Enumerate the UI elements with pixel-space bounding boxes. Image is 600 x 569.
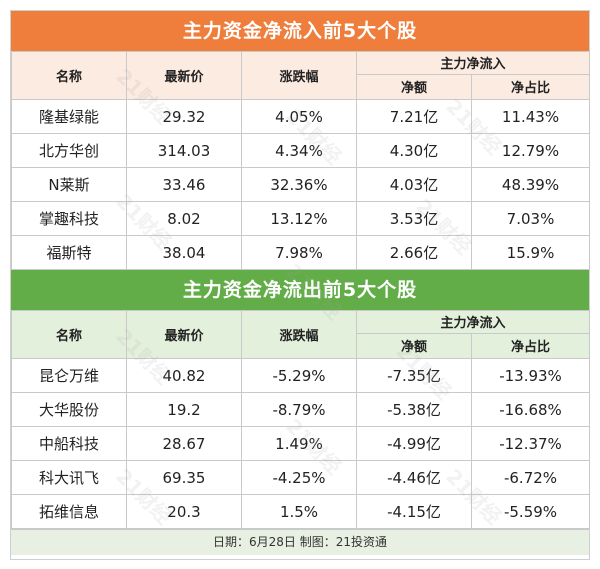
- cell-name: N莱斯: [11, 167, 127, 202]
- table-row: 昆仑万维 40.82 -5.29% -7.35亿 -13.93%: [11, 358, 591, 393]
- cell-name: 拓维信息: [11, 494, 127, 529]
- cell-name: 福斯特: [11, 235, 127, 270]
- cell-price: 28.67: [126, 426, 242, 461]
- cell-change: 1.5%: [241, 494, 357, 529]
- cell-name: 掌趣科技: [11, 201, 127, 236]
- cell-amount: 2.66亿: [356, 235, 472, 270]
- cell-ratio: -16.68%: [470, 392, 591, 427]
- cell-amount: -4.15亿: [356, 494, 472, 529]
- inflow-title: 主力资金净流入前5大个股: [11, 11, 589, 51]
- outflow-title: 主力资金净流出前5大个股: [11, 270, 589, 310]
- cell-amount: 3.53亿: [356, 201, 472, 236]
- cell-price: 69.35: [126, 460, 242, 495]
- cell-name: 隆基绿能: [11, 99, 127, 134]
- header-group: 主力净流入: [355, 310, 591, 334]
- cell-change: 4.34%: [241, 133, 357, 168]
- cell-ratio: -12.37%: [470, 426, 591, 461]
- cell-name: 大华股份: [11, 392, 127, 427]
- cell-amount: -5.38亿: [356, 392, 472, 427]
- cell-change: -4.25%: [241, 460, 357, 495]
- stock-flow-card: 主力资金净流入前5大个股 名称 最新价 涨跌幅 主力净流入 净额 净占比 隆基绿…: [10, 10, 591, 560]
- cell-ratio: 11.43%: [470, 99, 591, 134]
- outflow-table: 名称 最新价 涨跌幅 主力净流入 净额 净占比 昆仑万维 40.82 -5.29…: [11, 310, 591, 529]
- header-amount: 净额: [356, 73, 472, 101]
- cell-price: 19.2: [126, 392, 242, 427]
- inflow-table: 名称 最新价 涨跌幅 主力净流入 净额 净占比 隆基绿能 29.32 4.05%…: [11, 51, 591, 270]
- cell-change: -5.29%: [241, 358, 357, 393]
- cell-price: 20.3: [126, 494, 242, 529]
- cell-amount: -4.46亿: [356, 460, 472, 495]
- cell-name: 中船科技: [11, 426, 127, 461]
- cell-ratio: 12.79%: [470, 133, 591, 168]
- cell-price: 38.04: [126, 235, 242, 270]
- cell-price: 29.32: [126, 99, 242, 134]
- cell-ratio: -6.72%: [470, 460, 591, 495]
- cell-name: 北方华创: [11, 133, 127, 168]
- table-row: 隆基绿能 29.32 4.05% 7.21亿 11.43%: [11, 99, 591, 134]
- cell-name: 科大讯飞: [11, 460, 127, 495]
- table-row: 大华股份 19.2 -8.79% -5.38亿 -16.68%: [11, 392, 591, 427]
- cell-amount: 4.03亿: [356, 167, 472, 202]
- header-group: 主力净流入: [355, 51, 591, 75]
- header-price: 最新价: [126, 51, 242, 100]
- cell-ratio: -13.93%: [470, 358, 591, 393]
- cell-change: 7.98%: [241, 235, 357, 270]
- cell-amount: 4.30亿: [356, 133, 472, 168]
- cell-ratio: -5.59%: [470, 494, 591, 529]
- cell-ratio: 48.39%: [470, 167, 591, 202]
- table-row: 拓维信息 20.3 1.5% -4.15亿 -5.59%: [11, 494, 591, 529]
- cell-change: 4.05%: [241, 99, 357, 134]
- table-row: 北方华创 314.03 4.34% 4.30亿 12.79%: [11, 133, 591, 168]
- table-row: 掌趣科技 8.02 13.12% 3.53亿 7.03%: [11, 201, 591, 236]
- header-change: 涨跌幅: [241, 310, 357, 359]
- header-ratio: 净占比: [470, 73, 591, 101]
- cell-amount: 7.21亿: [356, 99, 472, 134]
- table-row: N莱斯 33.46 32.36% 4.03亿 48.39%: [11, 167, 591, 202]
- cell-change: 32.36%: [241, 167, 357, 202]
- cell-ratio: 7.03%: [470, 201, 591, 236]
- cell-name: 昆仑万维: [11, 358, 127, 393]
- cell-price: 33.46: [126, 167, 242, 202]
- header-name: 名称: [11, 51, 127, 100]
- header-amount: 净额: [356, 332, 472, 360]
- table-row: 福斯特 38.04 7.98% 2.66亿 15.9%: [11, 235, 591, 270]
- cell-amount: -7.35亿: [356, 358, 472, 393]
- header-name: 名称: [11, 310, 127, 359]
- cell-change: 1.49%: [241, 426, 357, 461]
- cell-change: -8.79%: [241, 392, 357, 427]
- header-change: 涨跌幅: [241, 51, 357, 100]
- cell-amount: -4.99亿: [356, 426, 472, 461]
- table-row: 中船科技 28.67 1.49% -4.99亿 -12.37%: [11, 426, 591, 461]
- cell-price: 8.02: [126, 201, 242, 236]
- cell-ratio: 15.9%: [470, 235, 591, 270]
- header-price: 最新价: [126, 310, 242, 359]
- cell-price: 314.03: [126, 133, 242, 168]
- table-row: 科大讯飞 69.35 -4.25% -4.46亿 -6.72%: [11, 460, 591, 495]
- cell-change: 13.12%: [241, 201, 357, 236]
- header-ratio: 净占比: [470, 332, 591, 360]
- cell-price: 40.82: [126, 358, 242, 393]
- footer-credit: 日期：6月28日 制图：21投资通: [11, 529, 589, 555]
